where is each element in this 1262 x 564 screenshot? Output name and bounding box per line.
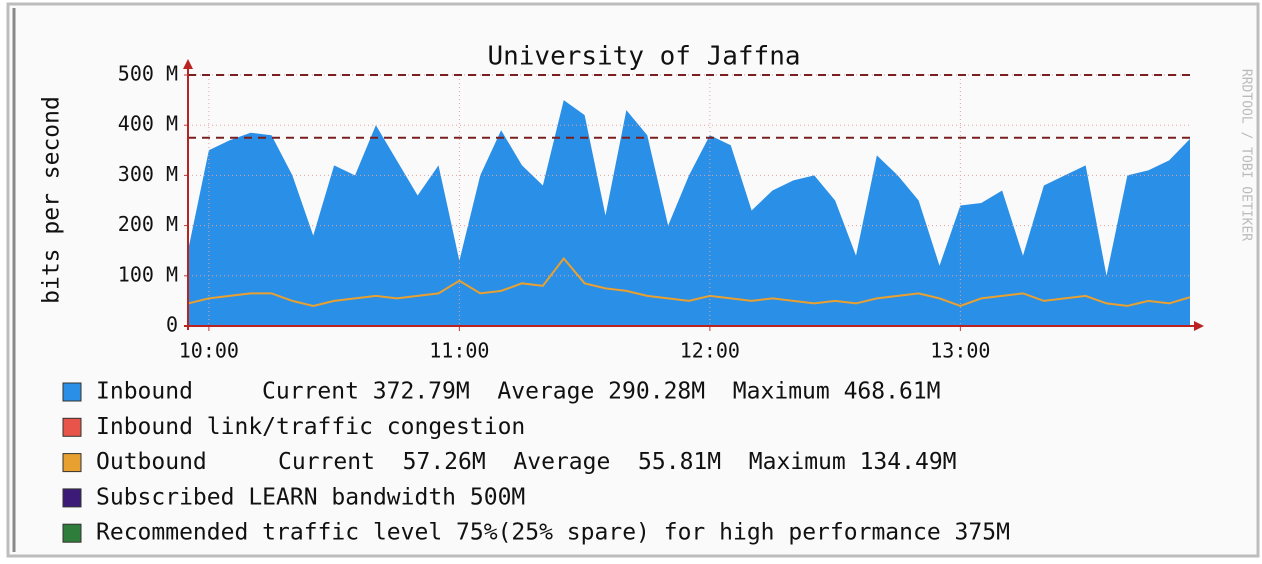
legend-swatch — [62, 488, 82, 508]
chart-title: University of Jaffna — [487, 42, 800, 72]
legend-text: Current 372.79M Average 290.28M Maximum … — [262, 379, 941, 405]
legend-text: Outbound — [96, 449, 207, 475]
y-tick-label: 200 M — [118, 212, 178, 236]
inbound-area — [188, 100, 1190, 326]
legend-text: Subscribed LEARN bandwidth 500M — [96, 484, 525, 510]
legend-swatch — [62, 453, 82, 473]
x-arrow — [1194, 321, 1204, 331]
legend-text: Current 57.26M Average 55.81M Maximum 13… — [278, 449, 957, 475]
watermark: RRDTOOL / TOBI OETIKER — [1239, 69, 1254, 241]
y-tick-label: 0 — [166, 313, 178, 337]
x-tick-label: 13:00 — [930, 339, 990, 363]
x-tick-label: 11:00 — [429, 339, 489, 363]
outbound-line — [187, 256, 1191, 307]
legend-text: Inbound link/traffic congestion — [96, 414, 525, 440]
legend-swatch — [62, 523, 82, 543]
x-tick-label: 12:00 — [680, 339, 740, 363]
legend-swatch — [62, 417, 82, 437]
y-axis-label: bits per second — [39, 96, 65, 304]
legend-swatch — [62, 382, 82, 402]
y-tick-label: 400 M — [118, 112, 178, 136]
y-tick-label: 300 M — [118, 162, 178, 186]
legend-text: Recommended traffic level 75%(25% spare)… — [96, 520, 1010, 546]
x-tick-label: 10:00 — [179, 339, 239, 363]
y-arrow — [183, 59, 193, 69]
y-tick-label: 500 M — [118, 62, 178, 86]
legend-text: Inbound — [96, 379, 193, 405]
y-tick-label: 100 M — [118, 262, 178, 286]
